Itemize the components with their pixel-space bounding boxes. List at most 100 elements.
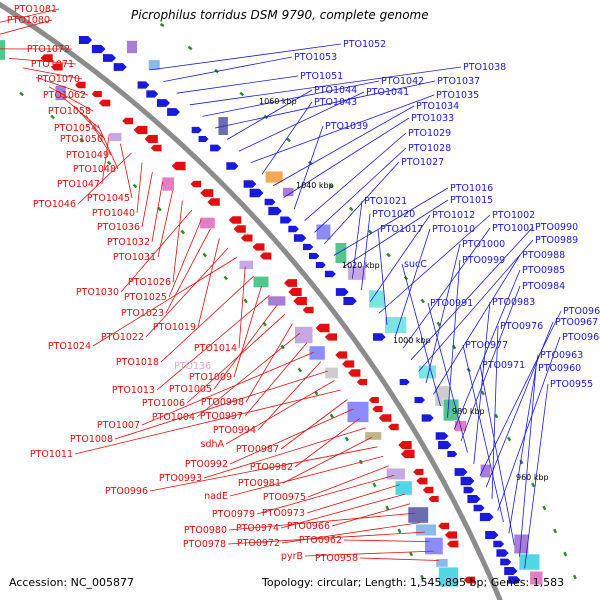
reverse-gene-label[interactable]: PTO1049	[66, 150, 109, 161]
forward-gene-label[interactable]: PTO1010	[432, 224, 475, 235]
reverse-gene-label[interactable]: PTO1080	[7, 15, 50, 26]
forward-gene-label[interactable]: PTO0984	[522, 281, 565, 292]
reverse-gene-label[interactable]: PTO1032	[107, 237, 150, 248]
forward-gene-label[interactable]: PTO0990	[535, 222, 578, 233]
forward-gene-label[interactable]: PTO0999	[462, 255, 505, 266]
reverse-gene-label[interactable]: PTO0998	[201, 397, 244, 408]
forward-gene-label[interactable]: PTO1002	[492, 210, 535, 221]
reverse-gene-label[interactable]: PTO0958	[315, 553, 358, 564]
reverse-gene-label[interactable]: PTO1058	[48, 106, 91, 117]
forward-gene-label[interactable]: PTO1001	[492, 223, 535, 234]
reverse-gene-label[interactable]: PTO1072	[27, 44, 70, 55]
forward-gene-label[interactable]: PTO1020	[372, 209, 415, 220]
forward-gene-label[interactable]: PTO1012	[432, 210, 475, 221]
reverse-gene-label[interactable]: PTO1070	[37, 74, 80, 85]
forward-gene-label[interactable]: PTO1052	[343, 39, 386, 50]
reverse-gene-label[interactable]: PTO1036	[97, 222, 140, 233]
forward-gene-label[interactable]: PTO0988	[522, 250, 565, 261]
reverse-gene-label[interactable]: PTO0981	[238, 478, 281, 489]
forward-gene-label[interactable]: sucC	[404, 259, 427, 270]
forward-gene-label[interactable]: PTO0955	[550, 379, 593, 390]
reverse-gene-label[interactable]: PTO1045	[87, 193, 130, 204]
reverse-gene-label[interactable]: PTO1008	[70, 434, 113, 445]
reverse-gene-label[interactable]: PTO1026	[128, 277, 171, 288]
reverse-gene-label[interactable]: PTO0987	[236, 444, 279, 455]
reverse-gene-label[interactable]: PTO1007	[97, 420, 140, 431]
reverse-gene-label[interactable]: PTO0978	[183, 539, 226, 550]
reverse-gene-label[interactable]: PTO0979	[212, 509, 255, 520]
reverse-gene-label[interactable]: PTO1054	[54, 123, 97, 134]
reverse-gene-label[interactable]: PTO1062	[43, 90, 86, 101]
rna-gene-label[interactable]: PTO136	[174, 361, 211, 372]
forward-gene-label[interactable]: PTO1016	[450, 183, 493, 194]
forward-gene-label[interactable]: PTO1037	[437, 76, 480, 87]
reverse-gene-label[interactable]: PTO1040	[92, 208, 135, 219]
reverse-gene-label[interactable]: PTO1030	[76, 287, 119, 298]
reverse-gene-label[interactable]: PTO0996	[105, 486, 148, 497]
reverse-gene-label[interactable]: PTO0966	[287, 521, 330, 532]
reverse-gene-label[interactable]: PTO1006	[142, 398, 185, 409]
reverse-gene-label[interactable]: PTO0997	[200, 411, 243, 422]
reverse-gene-label[interactable]: PTO1071	[31, 59, 74, 70]
reverse-gene-label[interactable]: PTO1031	[113, 252, 156, 263]
reverse-gene-label[interactable]: PTO1005	[169, 384, 212, 395]
forward-gene-label[interactable]: PTO1053	[294, 52, 337, 63]
forward-gene-label[interactable]: PTO0963	[540, 350, 583, 361]
reverse-gene-label[interactable]: PTO1011	[30, 449, 73, 460]
reverse-gene-label[interactable]: PTO0973	[262, 508, 305, 519]
forward-gene-label[interactable]: PTO1029	[408, 128, 451, 139]
reverse-gene-label[interactable]: PTO0993	[159, 473, 202, 484]
forward-gene-label[interactable]: PTO0969	[563, 306, 600, 317]
forward-gene-label[interactable]: PTO0976	[500, 321, 543, 332]
reverse-gene-label[interactable]: PTO1018	[116, 357, 159, 368]
reverse-gene-label[interactable]: PTO0994	[213, 425, 256, 436]
forward-gene-label[interactable]: PTO1034	[416, 101, 459, 112]
forward-gene-label[interactable]: PTO0989	[535, 235, 578, 246]
reverse-gene-label[interactable]: PTO0975	[263, 492, 306, 503]
forward-gene-label[interactable]: PTO1051	[300, 71, 343, 82]
forward-gene-label[interactable]: PTO0967	[555, 317, 598, 328]
forward-gene-label[interactable]: PTO1027	[401, 157, 444, 168]
reverse-gene-label[interactable]: sdhA	[201, 439, 225, 450]
reverse-gene-label[interactable]: nadE	[204, 491, 228, 502]
reverse-gene-label[interactable]: PTO0980	[184, 525, 227, 536]
reverse-gene-label[interactable]: PTO1004	[152, 412, 195, 423]
reverse-gene-label[interactable]: PTO1050	[60, 134, 103, 145]
reverse-gene-label[interactable]: PTO1048	[73, 164, 116, 175]
reverse-gene-label[interactable]: pyrB	[281, 551, 303, 562]
reverse-gene-label[interactable]: PTO1047	[57, 179, 100, 190]
forward-gene-label[interactable]: PTO1042	[381, 76, 424, 87]
forward-gene-label[interactable]: PTO1021	[364, 196, 407, 207]
reverse-gene-label[interactable]: PTO0974	[236, 523, 279, 534]
forward-gene-label[interactable]: PTO1017	[380, 224, 423, 235]
forward-gene-label[interactable]: PTO1033	[411, 113, 454, 124]
forward-gene-label[interactable]: PTO1043	[314, 97, 357, 108]
reverse-gene-label[interactable]: PTO1024	[48, 341, 91, 352]
reverse-gene-label[interactable]: PTO1023	[121, 308, 164, 319]
reverse-gene-label[interactable]: PTO0992	[185, 459, 228, 470]
forward-gene-label[interactable]: PTO1028	[408, 143, 451, 154]
reverse-gene-label[interactable]: PTO1019	[153, 322, 196, 333]
forward-gene-label[interactable]: PTO1038	[463, 62, 506, 73]
forward-gene-label[interactable]: PTO0985	[522, 265, 565, 276]
reverse-gene-label[interactable]: PTO0962	[299, 535, 342, 546]
reverse-gene-label[interactable]: PTO0982	[250, 462, 293, 473]
reverse-gene-label[interactable]: PTO1014	[194, 343, 237, 354]
reverse-gene-label[interactable]: PTO1025	[124, 292, 167, 303]
forward-gene-label[interactable]: PTO1039	[325, 121, 368, 132]
forward-gene-label[interactable]: PTO1035	[436, 90, 479, 101]
forward-gene-label[interactable]: PTO1015	[450, 195, 493, 206]
reverse-gene-label[interactable]: PTO1046	[33, 199, 76, 210]
forward-gene-label[interactable]: PTO0971	[482, 360, 525, 371]
forward-gene-label[interactable]: PTO0960	[538, 363, 581, 374]
reverse-gene-label[interactable]: PTO1022	[101, 332, 144, 343]
reverse-gene-label[interactable]: PTO1009	[189, 372, 232, 383]
forward-gene-label[interactable]: PTO1041	[366, 87, 409, 98]
forward-gene-label[interactable]: PTO0983	[492, 297, 535, 308]
forward-gene-label[interactable]: PTO1000	[462, 239, 505, 250]
forward-gene-label[interactable]: PTO0977	[465, 340, 508, 351]
forward-gene-label[interactable]: PTO0964	[562, 332, 600, 343]
reverse-gene-label[interactable]: PTO1081	[14, 4, 57, 15]
reverse-gene-label[interactable]: PTO0972	[237, 538, 280, 549]
forward-gene-label[interactable]: PTO0991	[430, 298, 473, 309]
